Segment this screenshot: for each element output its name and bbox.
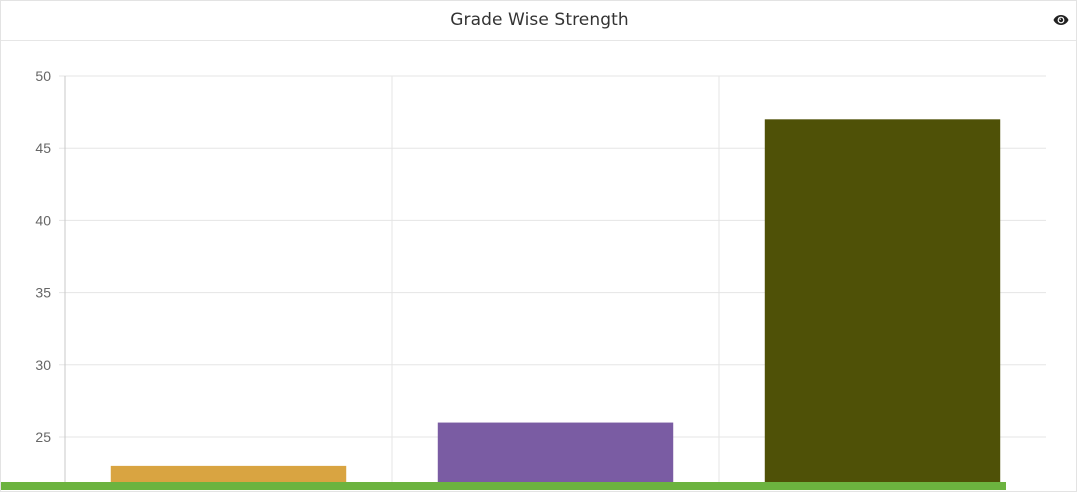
bar-2 <box>437 422 674 488</box>
bar-3 <box>764 119 1001 488</box>
bar-chart: 25 30 35 40 45 50 <box>35 68 1046 488</box>
panel-header: Grade Wise Strength <box>1 1 1076 41</box>
bottom-accent-strip <box>1 482 1006 490</box>
y-tick-label: 40 <box>35 212 51 228</box>
y-tick-label: 25 <box>35 429 51 445</box>
chart-title: Grade Wise Strength <box>450 10 629 30</box>
y-axis-ticks: 25 30 35 40 45 50 <box>35 68 51 445</box>
y-tick-label: 30 <box>35 357 51 373</box>
y-tick-label: 35 <box>35 285 51 301</box>
bars <box>110 119 1001 488</box>
y-tick-label: 45 <box>35 140 51 156</box>
y-tick-label: 50 <box>35 68 51 84</box>
eye-icon[interactable] <box>1053 13 1069 27</box>
